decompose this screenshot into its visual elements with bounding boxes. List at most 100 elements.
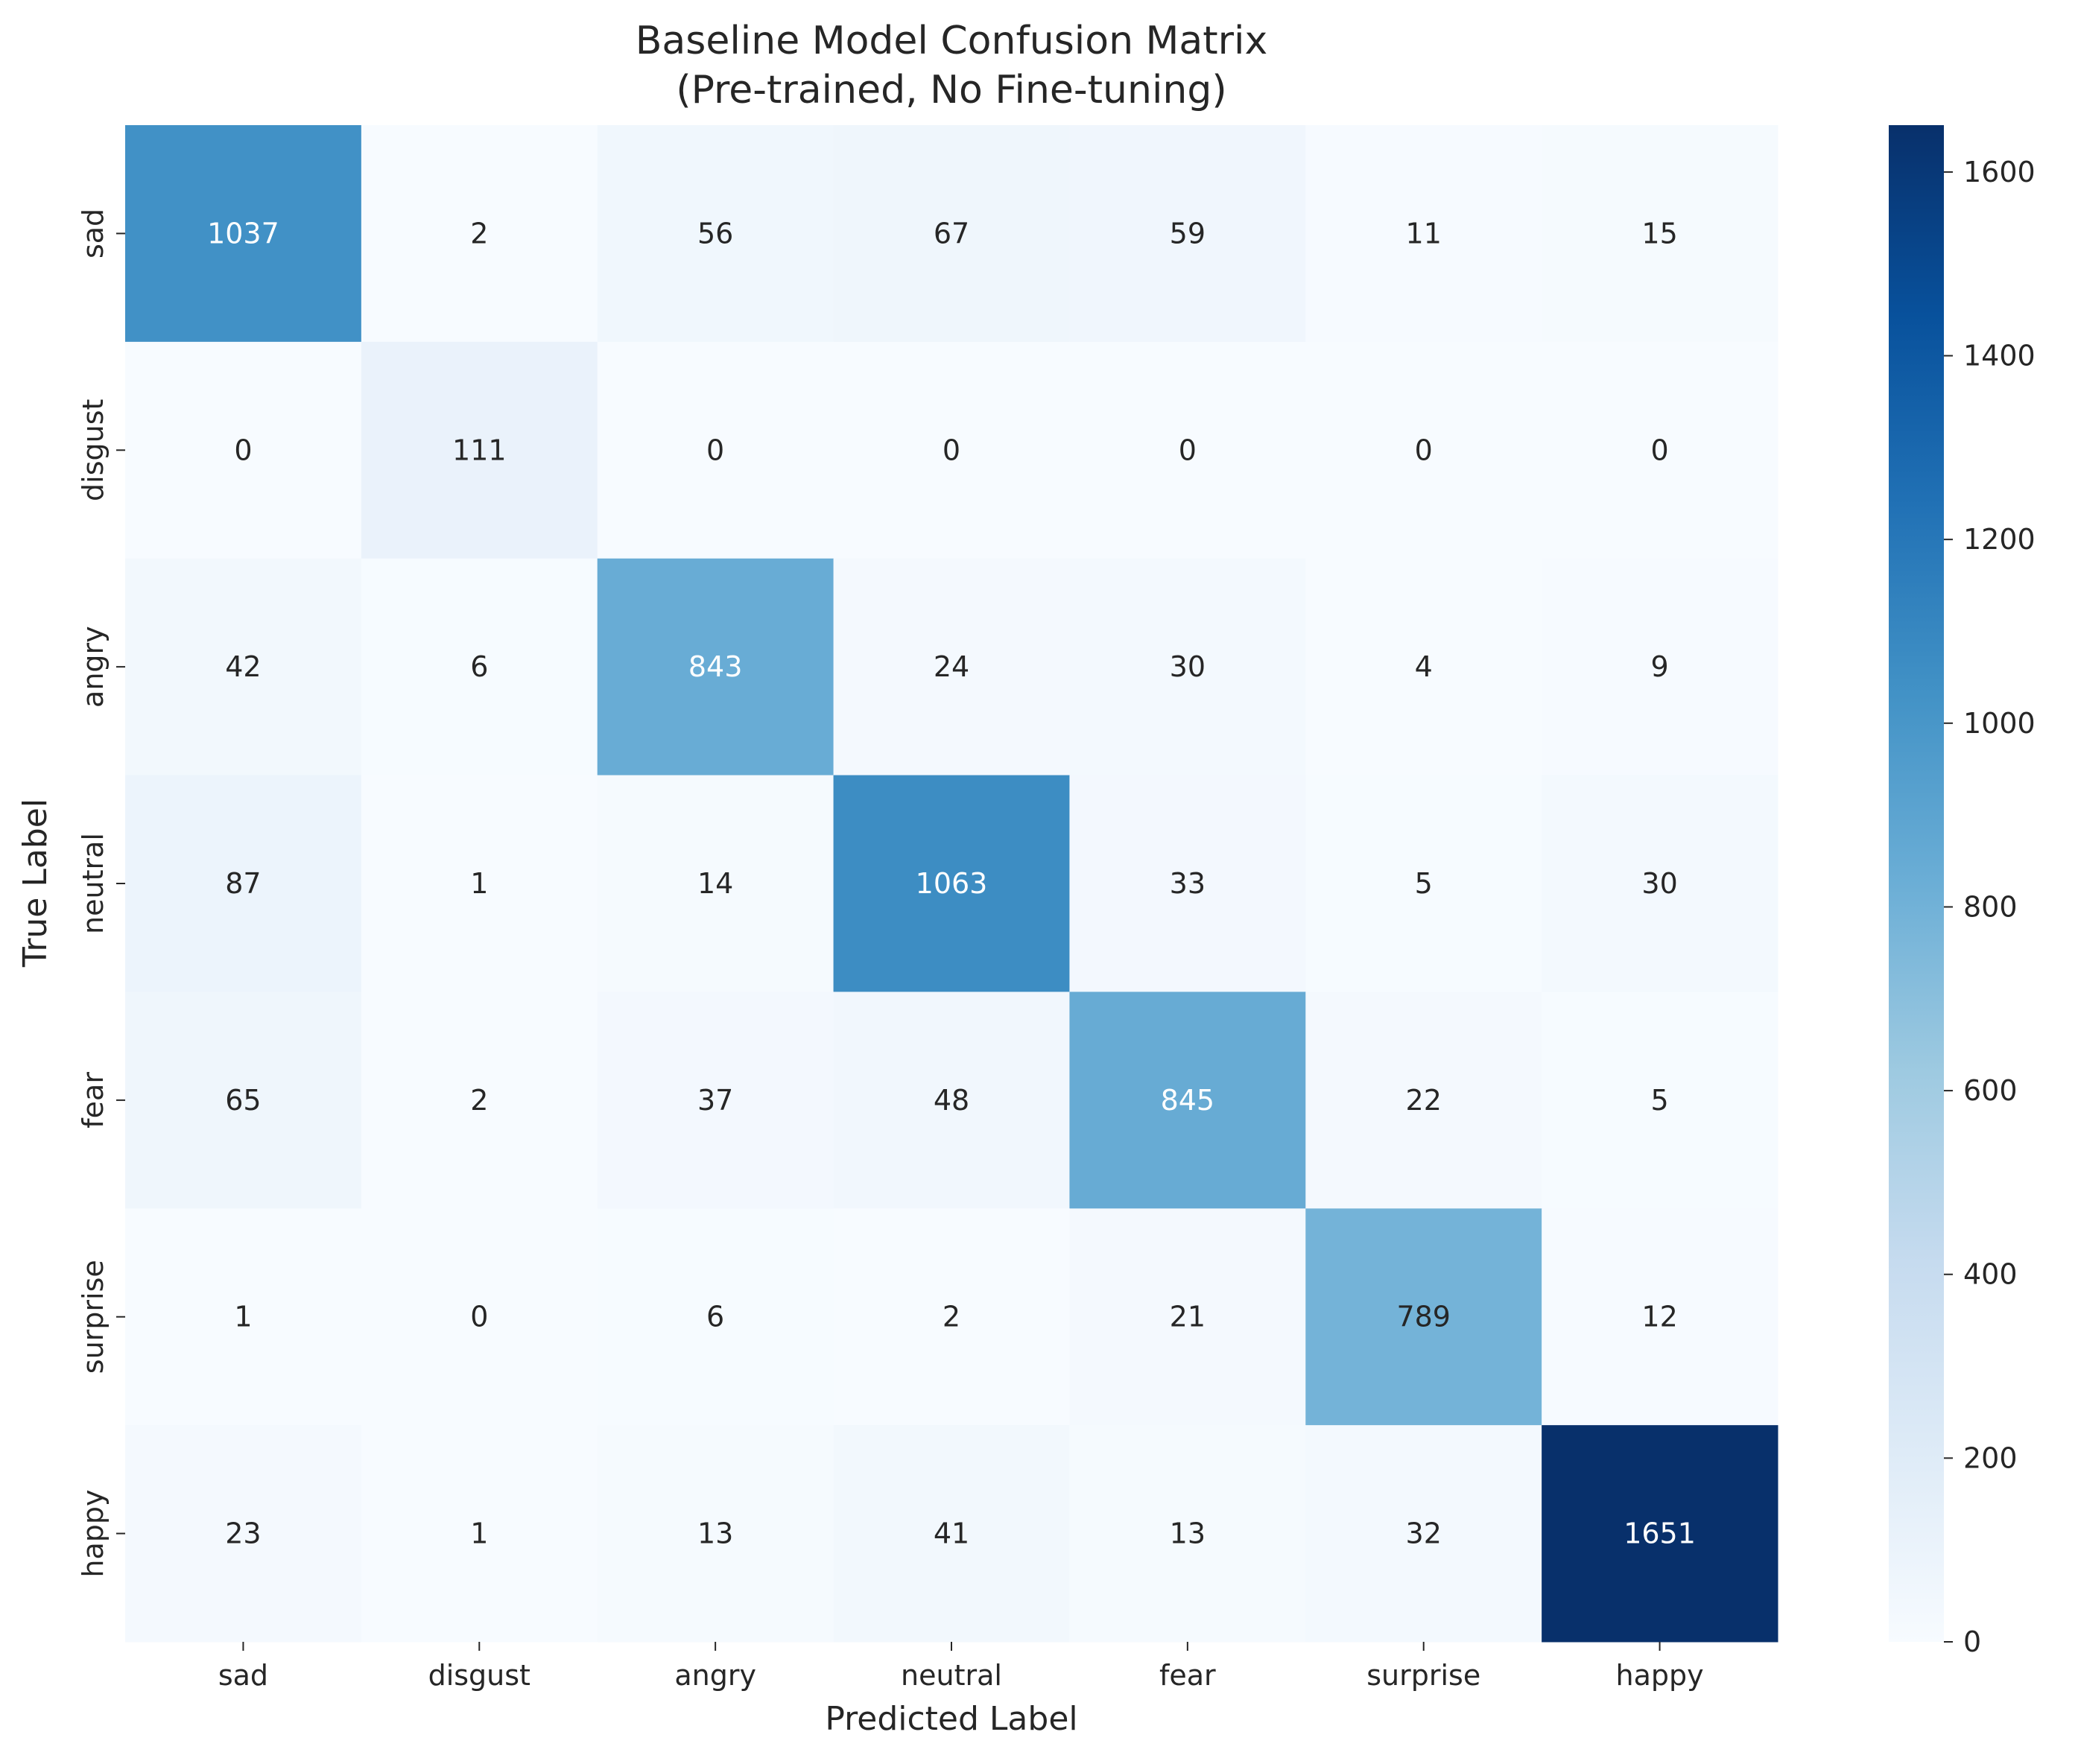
cell-value-label: 13 xyxy=(697,1517,733,1550)
cell-value-label: 789 xyxy=(1396,1301,1451,1333)
colorbar-tick-label: 1600 xyxy=(1963,156,2036,188)
heatmap-cell xyxy=(361,1208,598,1426)
cell-value-label: 22 xyxy=(1406,1084,1442,1117)
cell-value-label: 2 xyxy=(470,1084,488,1117)
cell-value-label: 87 xyxy=(225,867,261,900)
y-tick-label: neutral xyxy=(77,833,110,934)
heatmap-cell xyxy=(125,775,362,992)
heatmap-cell xyxy=(361,992,598,1209)
heatmap-cell xyxy=(597,558,834,776)
cell-value-label: 9 xyxy=(1650,650,1668,683)
heatmap-cell xyxy=(361,341,598,559)
cell-value-label: 0 xyxy=(1179,434,1197,466)
heatmap-cell xyxy=(833,558,1070,776)
cell-value-label: 33 xyxy=(1170,867,1206,900)
heatmap-cell xyxy=(1069,992,1306,1209)
cell-value-label: 12 xyxy=(1641,1301,1677,1333)
colorbar xyxy=(1889,125,1944,1642)
heatmap-cell xyxy=(1542,125,1778,343)
colorbar-tick-label: 1400 xyxy=(1963,340,2036,372)
heatmap-cell xyxy=(1305,775,1542,992)
heatmap-cell xyxy=(1305,1208,1542,1426)
cell-value-label: 4 xyxy=(1415,650,1433,683)
heatmap-cell xyxy=(1542,1208,1778,1426)
y-axis-title: True Label xyxy=(16,799,54,968)
chart-title-line-1: Baseline Model Confusion Matrix xyxy=(636,19,1268,63)
cell-value-label: 2 xyxy=(943,1301,960,1333)
heatmap-cell xyxy=(1069,341,1306,559)
heatmap-cell xyxy=(1542,558,1778,776)
heatmap-cell xyxy=(1069,1208,1306,1426)
x-tick-label: happy xyxy=(1616,1659,1704,1692)
heatmap-cell xyxy=(833,1208,1070,1426)
x-tick-label: angry xyxy=(674,1659,756,1692)
heatmap-cell xyxy=(1069,125,1306,343)
y-tick-label: fear xyxy=(77,1072,110,1129)
heatmap-cell xyxy=(361,558,598,776)
x-tick-label: surprise xyxy=(1366,1659,1480,1692)
x-tick-label: disgust xyxy=(428,1659,530,1692)
y-tick-label: surprise xyxy=(77,1260,110,1374)
cell-value-label: 56 xyxy=(697,217,733,250)
cell-value-label: 48 xyxy=(934,1084,969,1117)
x-axis-ticks: sad disgust angry neutral fear surprise happy xyxy=(218,1642,1704,1692)
cell-value-label: 111 xyxy=(452,434,507,466)
heatmap-cell xyxy=(1305,125,1542,343)
heatmap-cell xyxy=(361,1425,598,1643)
heatmap-cell xyxy=(597,125,834,343)
cell-value-label: 0 xyxy=(470,1301,488,1333)
heatmap-cell xyxy=(833,341,1070,559)
heatmap-cell xyxy=(125,558,362,776)
heatmap-cell xyxy=(1542,775,1778,992)
y-tick-label: angry xyxy=(77,626,110,708)
cell-value-label: 0 xyxy=(943,434,960,466)
chart-title-line-2: (Pre-trained, No Fine-tuning) xyxy=(676,68,1226,112)
heatmap-cell xyxy=(1305,992,1542,1209)
heatmap-cell xyxy=(597,1208,834,1426)
cell-value-label: 32 xyxy=(1406,1517,1442,1550)
cell-value-label: 14 xyxy=(697,867,733,900)
cell-value-label: 21 xyxy=(1170,1301,1206,1333)
cell-value-label: 15 xyxy=(1641,217,1677,250)
cell-value-label: 30 xyxy=(1641,867,1677,900)
cell-value-label: 30 xyxy=(1170,650,1206,683)
heatmap-cell xyxy=(597,775,834,992)
colorbar-tick-label: 400 xyxy=(1963,1258,2018,1291)
y-tick-label: happy xyxy=(77,1490,110,1578)
cell-value-label: 67 xyxy=(934,217,969,250)
cell-value-label: 24 xyxy=(934,650,969,683)
cell-value-label: 6 xyxy=(706,1301,724,1333)
cell-value-label: 13 xyxy=(1170,1517,1206,1550)
cell-value-label: 1037 xyxy=(207,217,279,250)
cell-value-label: 1 xyxy=(470,867,488,900)
cell-value-label: 59 xyxy=(1170,217,1206,250)
cell-value-label: 0 xyxy=(234,434,252,466)
heatmap-cell xyxy=(1542,341,1778,559)
colorbar-ticks: 0 200 400 600 800 1000 1200 1400 1600 xyxy=(1944,156,2036,1658)
heatmap-cell xyxy=(1069,775,1306,992)
heatmap-cell xyxy=(597,341,834,559)
cell-value-label: 845 xyxy=(1161,1084,1215,1117)
y-tick-label: disgust xyxy=(77,399,110,501)
colorbar-tick-label: 1200 xyxy=(1963,523,2036,556)
cell-value-label: 11 xyxy=(1406,217,1442,250)
heatmap-cell xyxy=(125,1208,362,1426)
x-tick-label: fear xyxy=(1159,1659,1216,1692)
heatmap-cell xyxy=(1305,341,1542,559)
colorbar-tick-label: 200 xyxy=(1963,1441,2018,1474)
heatmap-cell xyxy=(833,775,1070,992)
cell-value-label: 1063 xyxy=(916,867,988,900)
cell-value-label: 5 xyxy=(1415,867,1433,900)
cell-value-label: 0 xyxy=(1415,434,1433,466)
heatmap-cell xyxy=(1542,1425,1778,1643)
cell-value-label: 41 xyxy=(934,1517,969,1550)
heatmap-cell xyxy=(125,992,362,1209)
cell-value-label: 42 xyxy=(225,650,261,683)
cell-value-label: 0 xyxy=(1650,434,1668,466)
cell-value-label: 0 xyxy=(706,434,724,466)
heatmap-cell xyxy=(125,341,362,559)
cell-value-label: 5 xyxy=(1650,1084,1668,1117)
heatmap-cell xyxy=(833,125,1070,343)
cell-value-label: 65 xyxy=(225,1084,261,1117)
